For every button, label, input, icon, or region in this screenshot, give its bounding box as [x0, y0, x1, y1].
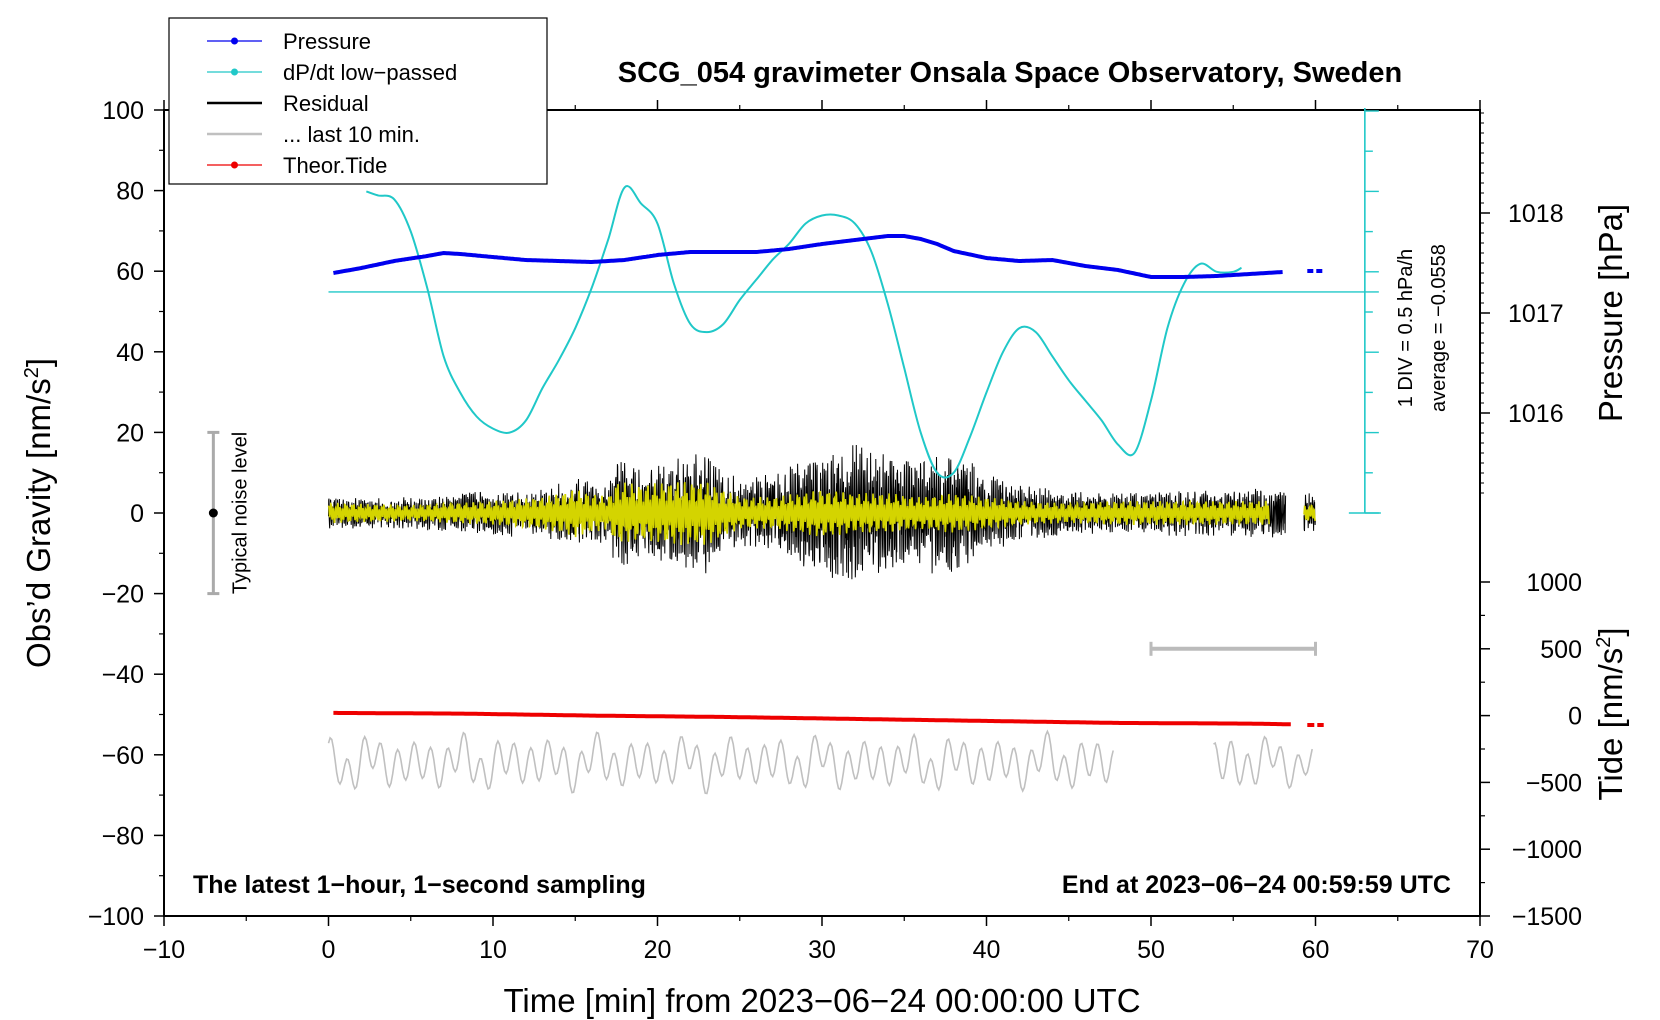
x-tick-label: 50 [1137, 936, 1165, 964]
legend-entry: dP/dt low−passed [207, 60, 457, 85]
legend: Pressure dP/dt low−passed Residual ... last… [168, 17, 548, 185]
x-axis-title: Time [min] from 2023−06−24 00:00:00 UTC [503, 982, 1140, 1019]
legend-entry: Residual [207, 91, 369, 116]
residual-lowpass-trace [327, 482, 1270, 546]
gravity-tick-label: 60 [116, 258, 144, 286]
x-tick-label: 30 [808, 936, 836, 964]
tide-tick-label: −1000 [1512, 836, 1582, 864]
tide-tick-label: −500 [1526, 769, 1582, 797]
gravity-tick-label: 0 [130, 500, 144, 528]
gravity-tick-label: 20 [116, 419, 144, 447]
residual-lowpass-trace [1303, 504, 1316, 522]
y-axis-title-tide: Tide [nm/s2] [1592, 627, 1629, 800]
noise-level-label: Typical noise level [229, 432, 251, 594]
pressure-tick-label: 1016 [1508, 400, 1564, 428]
dpdt-scale: 1 DIV = 0.5 hPa/h average = −0.0558 [1348, 108, 1450, 514]
residual-trace [1303, 493, 1316, 532]
legend-box [168, 17, 548, 185]
x-tick-label: 70 [1466, 936, 1494, 964]
legend-marker [231, 68, 238, 76]
legend-label: Theor.Tide [283, 153, 387, 178]
dpdt-div-label: 1 DIV = 0.5 hPa/h [1395, 249, 1417, 407]
dpdt-average-label: average = −0.0558 [1428, 244, 1450, 412]
legend-marker [231, 37, 238, 45]
legend-label: Pressure [283, 29, 371, 54]
x-tick-label: −10 [143, 936, 185, 964]
pressure-tick-label: 1017 [1508, 300, 1564, 328]
legend-label: ... last 10 min. [283, 122, 420, 147]
tide-trace [333, 710, 1291, 727]
legend-label: Residual [283, 91, 369, 116]
pressure-trace [333, 234, 1283, 279]
gravity-tick-label: −20 [102, 581, 144, 609]
data-traces [327, 185, 1379, 795]
gravity-tick-label: −60 [102, 742, 144, 770]
x-tick-label: 20 [644, 936, 672, 964]
corner-text-right: End at 2023−06−24 00:59:59 UTC [1062, 871, 1451, 899]
gravity-tick-label: −80 [102, 822, 144, 850]
pressure-tick-label: 1018 [1508, 200, 1564, 228]
dpdt-trace [365, 185, 1242, 479]
legend-entry: Theor.Tide [207, 153, 387, 178]
legend-label: dP/dt low−passed [283, 60, 457, 85]
axis-ticks: −10 0 10 20 30 40 50 60 70100806040200−20−40−60−… [88, 97, 1582, 964]
last10-trace [1213, 735, 1313, 790]
x-tick-label: 60 [1302, 936, 1330, 964]
x-tick-label: 40 [973, 936, 1001, 964]
gravity-tick-label: 100 [102, 97, 144, 125]
x-tick-label: 10 [479, 936, 507, 964]
legend-entry: Pressure [207, 29, 371, 54]
last10-trace [327, 729, 1114, 795]
annotations: Typical noise level [207, 430, 1317, 656]
gravity-tick-label: 80 [116, 178, 144, 206]
legend-entry: ... last 10 min. [207, 122, 420, 147]
noise-level-marker [208, 508, 218, 518]
x-tick-label: 0 [322, 936, 336, 964]
gravity-tick-label: −100 [88, 903, 144, 931]
tide-tick-label: −1500 [1512, 903, 1582, 931]
corner-text-left: The latest 1−hour, 1−second sampling [193, 871, 646, 899]
gravity-tick-label: 40 [116, 339, 144, 367]
gravity-tick-label: −40 [102, 661, 144, 689]
y-axis-title-gravity: Obs’d Gravity [nm/s2] [20, 358, 57, 668]
tide-tick-label: 1000 [1526, 569, 1582, 597]
legend-marker [231, 161, 238, 169]
tide-tick-label: 500 [1540, 636, 1582, 664]
chart-title: SCG_054 gravimeter Onsala Space Observat… [618, 57, 1402, 89]
tide-tick-label: 0 [1568, 703, 1582, 731]
y-axis-title-pressure: Pressure [hPa] [1592, 204, 1629, 422]
